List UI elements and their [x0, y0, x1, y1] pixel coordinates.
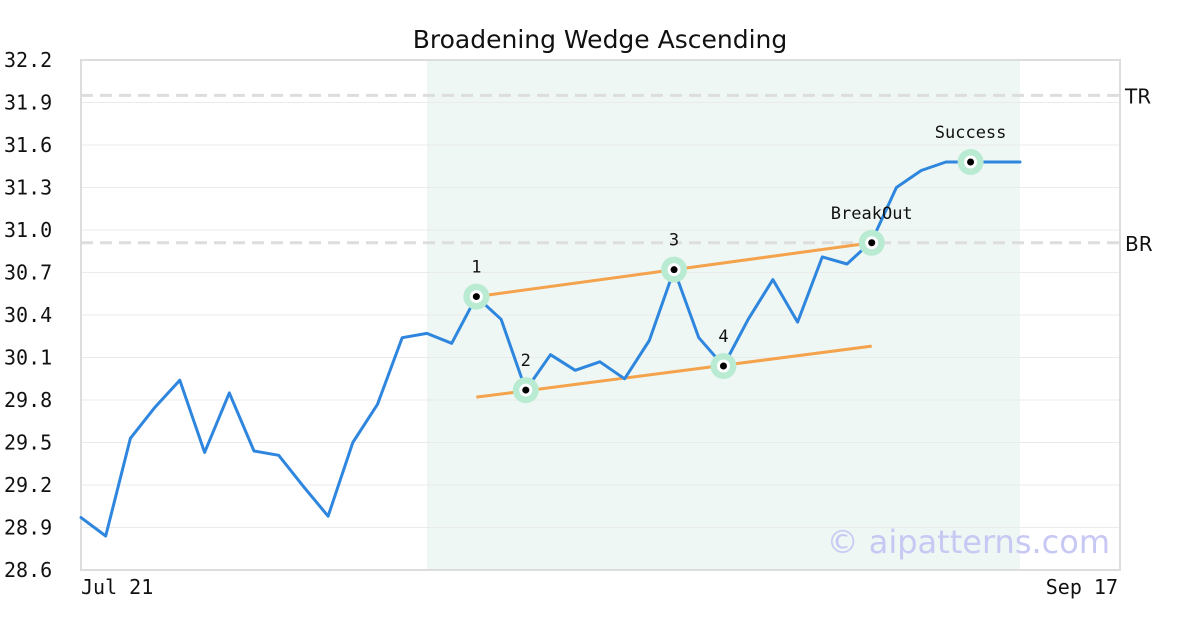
point-dot — [868, 239, 876, 247]
pattern-point-3: 3 — [661, 231, 688, 283]
point-dot — [670, 266, 678, 274]
y-tick-label: 31.9 — [4, 91, 52, 115]
point-dot — [522, 386, 530, 394]
y-tick-label: 29.8 — [4, 388, 52, 412]
y-tick-label: 29.2 — [4, 473, 52, 497]
point-label: 4 — [718, 327, 728, 347]
point-dot — [472, 293, 480, 301]
reference-label-br: BR — [1125, 232, 1153, 256]
watermark: © aipatterns.com — [827, 523, 1110, 561]
x-tick-label-last: Sep 17 — [1046, 575, 1118, 599]
x-tick-label-first: Jul 21 — [81, 575, 153, 599]
pattern-point-success: Success — [935, 123, 1007, 175]
point-label: 3 — [669, 231, 679, 251]
point-label: 1 — [471, 258, 481, 278]
reference-label-tr: TR — [1124, 84, 1151, 108]
chart-title: Broadening Wedge Ascending — [413, 25, 788, 54]
pattern-points: 1 2 3 4 BreakOut Success — [463, 123, 1007, 404]
y-tick-label: 30.4 — [4, 303, 52, 327]
point-label: Success — [935, 123, 1007, 143]
y-tick-label: 28.9 — [4, 516, 52, 540]
trendline-lower — [476, 344, 872, 399]
y-tick-label: 29.5 — [4, 431, 52, 455]
x-axis: Jul 21 Sep 17 — [81, 575, 1118, 599]
y-tick-label: 30.7 — [4, 261, 52, 285]
point-label: 2 — [521, 351, 531, 371]
pattern-point-1: 1 — [463, 258, 490, 310]
y-tick-label: 31.3 — [4, 176, 52, 200]
y-tick-label: 32.2 — [4, 48, 52, 72]
pattern-point-breakout: BreakOut — [831, 204, 913, 256]
y-tick-label: 30.1 — [4, 346, 52, 370]
pattern-point-4: 4 — [710, 327, 737, 379]
reference-lines: TR BR — [81, 84, 1153, 256]
point-label: BreakOut — [831, 204, 913, 224]
point-dot — [967, 158, 975, 166]
point-dot — [719, 362, 727, 370]
y-axis: 32.2 31.9 31.6 31.3 31.0 30.7 30.4 30.1 29.8 29.5… — [4, 48, 52, 582]
y-tick-label: 31.6 — [4, 133, 52, 157]
plot-frame — [80, 59, 1121, 571]
pattern-point-2: 2 — [512, 351, 539, 404]
y-tick-label: 31.0 — [4, 218, 52, 242]
y-tick-label: 28.6 — [4, 558, 52, 582]
